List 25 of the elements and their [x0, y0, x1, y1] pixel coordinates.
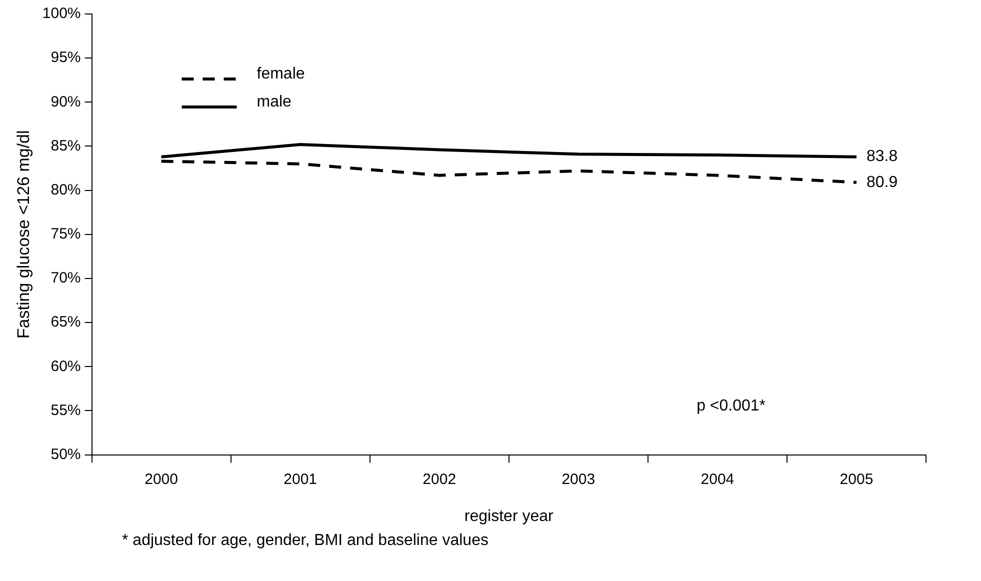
data-label: 83.8 — [866, 148, 898, 166]
x-tick-label: 2003 — [562, 470, 596, 488]
y-tick-label: 100% — [42, 5, 81, 22]
y-tick-label: 90% — [50, 93, 81, 110]
x-tick-label: 2000 — [144, 470, 178, 488]
x-tick-label: 2002 — [422, 470, 456, 488]
text: * adjusted for age, gender, BMI and baseline values — [122, 532, 488, 550]
legend-label: female — [256, 65, 305, 82]
y-tick-label: 85% — [50, 137, 81, 154]
legend-label: male — [256, 93, 292, 110]
x-tick-label: 2001 — [284, 470, 318, 488]
y-tick-label: 50% — [50, 446, 81, 463]
y-tick-label: 75% — [50, 226, 81, 243]
y-tick-label: 95% — [50, 49, 81, 66]
x-tick-label: 2005 — [840, 470, 874, 488]
y-tick-label: 60% — [50, 358, 81, 375]
x-axis-title: register year — [464, 508, 554, 525]
x-tick-label: 2004 — [700, 470, 734, 488]
y-axis-title: Fasting glucose <126 mg/dl — [14, 130, 33, 339]
annotation: p <0.001* — [696, 398, 766, 415]
y-tick-label: 65% — [50, 314, 81, 331]
data-label: 80.9 — [866, 174, 898, 191]
y-tick-label: 70% — [50, 270, 81, 287]
y-tick-label: 80% — [50, 181, 81, 198]
y-tick-label: 55% — [50, 402, 81, 419]
